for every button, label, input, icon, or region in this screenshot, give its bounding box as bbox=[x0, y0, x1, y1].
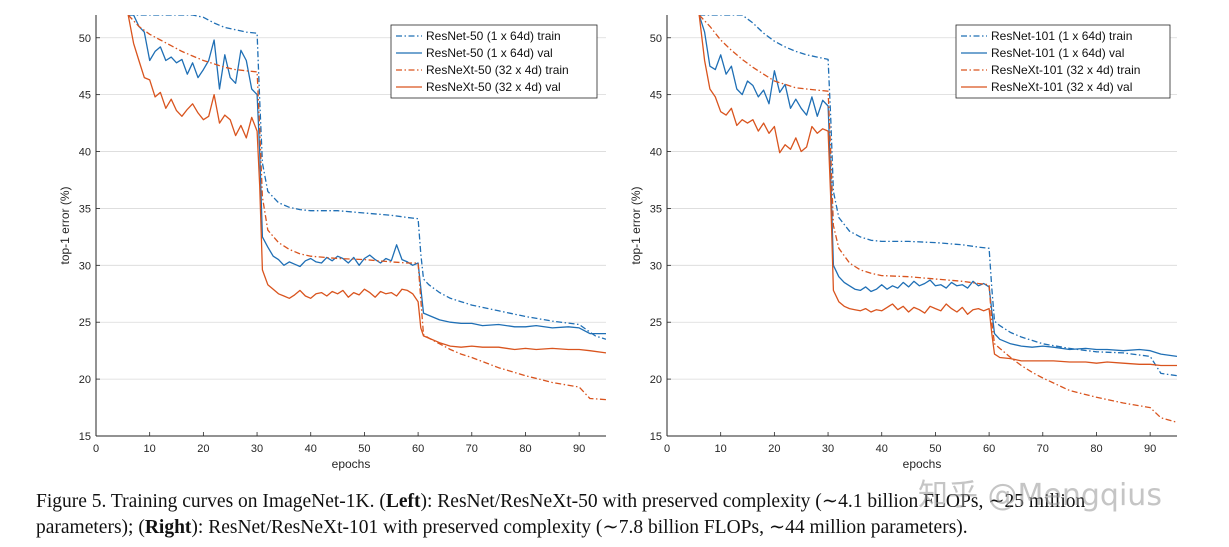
series-line-1 bbox=[698, 15, 1177, 358]
legend-entry: ResNet-101 (1 x 64d) val bbox=[991, 46, 1124, 60]
y-tick-label: 20 bbox=[79, 374, 91, 386]
y-tick-label: 35 bbox=[79, 203, 91, 215]
legend-entry: ResNeXt-50 (32 x 4d) train bbox=[426, 63, 569, 77]
series-line-1 bbox=[128, 15, 606, 335]
x-tick-label: 60 bbox=[412, 443, 424, 455]
x-tick-label: 60 bbox=[983, 443, 995, 455]
caption-left-label: Left bbox=[385, 491, 421, 512]
x-tick-label: 10 bbox=[715, 443, 727, 455]
x-tick-label: 50 bbox=[929, 443, 941, 455]
legend-entry: ResNet-50 (1 x 64d) val bbox=[426, 46, 553, 60]
x-tick-label: 70 bbox=[466, 443, 478, 455]
x-tick-label: 10 bbox=[144, 443, 156, 455]
figure-canvas: 15 20 25 30 35 40 45 50 0 10 20 30 40 50 60 70 80 90 epoch… bbox=[58, 15, 1177, 471]
x-tick-label: 30 bbox=[822, 443, 834, 455]
series-line-0 bbox=[128, 15, 606, 340]
y-tick-label: 25 bbox=[650, 317, 662, 329]
x-axis-label: epochs bbox=[332, 457, 371, 471]
x-tick-label: 90 bbox=[573, 443, 585, 455]
caption-line1-prefix: Figure 5. Training curves on ImageNet-1K… bbox=[36, 491, 386, 512]
left-chart-panel: 15 20 25 30 35 40 45 50 0 10 20 30 40 50 60 70 80 90 epoch… bbox=[58, 15, 606, 471]
caption-line2-suffix: ): ResNet/ResNeXt-101 with preserved com… bbox=[191, 517, 968, 538]
x-tick-label: 40 bbox=[876, 443, 888, 455]
x-tick-label: 90 bbox=[1144, 443, 1156, 455]
y-tick-label: 45 bbox=[79, 90, 91, 102]
x-axis-label: epochs bbox=[903, 457, 942, 471]
x-tick-label: 80 bbox=[1090, 443, 1102, 455]
caption-right-label: Right bbox=[144, 517, 192, 538]
x-tick-label: 20 bbox=[197, 443, 209, 455]
x-tick-label: 0 bbox=[93, 443, 99, 455]
y-tick-label: 30 bbox=[650, 260, 662, 272]
legend-entry: ResNeXt-50 (32 x 4d) val bbox=[426, 80, 561, 94]
y-tick-label: 20 bbox=[650, 374, 662, 386]
y-tick-label: 35 bbox=[650, 203, 662, 215]
y-tick-label: 50 bbox=[79, 33, 91, 45]
x-tick-label: 40 bbox=[305, 443, 317, 455]
y-tick-label: 30 bbox=[79, 260, 91, 272]
series-line-0 bbox=[699, 15, 1177, 377]
series-line-3 bbox=[698, 15, 1177, 367]
legend-entry: ResNeXt-101 (32 x 4d) val bbox=[991, 80, 1132, 94]
y-tick-label: 45 bbox=[650, 90, 662, 102]
caption-line1-middle: ): ResNet/ResNeXt-50 with preserved comp… bbox=[420, 491, 1086, 512]
y-tick-label: 40 bbox=[650, 147, 662, 159]
y-tick-label: 25 bbox=[79, 317, 91, 329]
y-tick-label: 40 bbox=[79, 147, 91, 159]
x-tick-label: 80 bbox=[519, 443, 531, 455]
figure-caption: Figure 5. Training curves on ImageNet-1K… bbox=[36, 489, 1221, 541]
y-tick-label: 15 bbox=[79, 431, 91, 443]
y-tick-label: 50 bbox=[650, 33, 662, 45]
series-line-3 bbox=[127, 15, 606, 354]
y-axis-label: top-1 error (%) bbox=[629, 186, 643, 264]
x-tick-label: 70 bbox=[1037, 443, 1049, 455]
legend-entry: ResNeXt-101 (32 x 4d) train bbox=[991, 63, 1140, 77]
legend-entry: ResNet-50 (1 x 64d) train bbox=[426, 29, 561, 43]
series-line-2 bbox=[698, 15, 1177, 423]
caption-line2-prefix: parameters); ( bbox=[36, 517, 145, 538]
x-tick-label: 20 bbox=[768, 443, 780, 455]
x-tick-label: 0 bbox=[664, 443, 670, 455]
y-axis-label: top-1 error (%) bbox=[58, 186, 72, 264]
legend-box bbox=[390, 24, 598, 99]
legend-entry: ResNet-101 (1 x 64d) train bbox=[991, 29, 1132, 43]
y-tick-label: 15 bbox=[650, 431, 662, 443]
series-line-2 bbox=[127, 15, 606, 401]
x-tick-label: 50 bbox=[358, 443, 370, 455]
right-chart-panel: 15 20 25 30 35 40 45 50 0 10 20 30 40 50 60 70 80 90 epoch… bbox=[629, 15, 1177, 471]
x-tick-label: 30 bbox=[251, 443, 263, 455]
legend-box bbox=[955, 24, 1171, 99]
